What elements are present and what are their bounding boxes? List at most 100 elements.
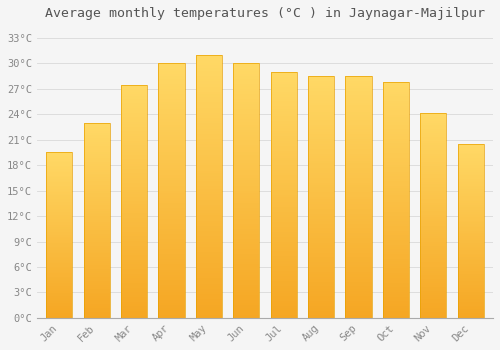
- Bar: [46, 270, 72, 272]
- Bar: [196, 100, 222, 102]
- Bar: [270, 153, 296, 155]
- Bar: [196, 89, 222, 92]
- Bar: [46, 240, 72, 242]
- Bar: [458, 234, 483, 236]
- Bar: [308, 192, 334, 195]
- Bar: [121, 180, 147, 183]
- Bar: [196, 158, 222, 160]
- Bar: [420, 141, 446, 144]
- Bar: [382, 243, 409, 245]
- Bar: [233, 221, 260, 224]
- Bar: [346, 125, 372, 127]
- Bar: [196, 262, 222, 265]
- Bar: [121, 290, 147, 292]
- Bar: [458, 177, 483, 179]
- Bar: [233, 142, 260, 145]
- Bar: [196, 74, 222, 76]
- Bar: [382, 252, 409, 254]
- Bar: [308, 100, 334, 103]
- Bar: [458, 214, 483, 215]
- Bar: [420, 254, 446, 256]
- Bar: [382, 127, 409, 129]
- Bar: [196, 176, 222, 178]
- Bar: [233, 247, 260, 249]
- Bar: [458, 206, 483, 208]
- Bar: [158, 211, 184, 213]
- Bar: [196, 300, 222, 302]
- Bar: [458, 313, 483, 314]
- Bar: [420, 267, 446, 268]
- Bar: [308, 253, 334, 255]
- Bar: [121, 248, 147, 250]
- Bar: [196, 152, 222, 155]
- Bar: [458, 311, 483, 313]
- Bar: [270, 284, 296, 286]
- Bar: [420, 133, 446, 135]
- Bar: [346, 182, 372, 185]
- Bar: [158, 69, 184, 71]
- Bar: [158, 155, 184, 158]
- Bar: [121, 292, 147, 295]
- Bar: [158, 112, 184, 114]
- Bar: [308, 262, 334, 265]
- Bar: [84, 316, 110, 318]
- Bar: [308, 81, 334, 83]
- Bar: [233, 209, 260, 211]
- Bar: [458, 144, 483, 318]
- Bar: [121, 316, 147, 318]
- Bar: [458, 253, 483, 255]
- Bar: [121, 131, 147, 134]
- Bar: [270, 215, 296, 217]
- Bar: [458, 236, 483, 238]
- Bar: [84, 289, 110, 290]
- Bar: [233, 165, 260, 168]
- Bar: [382, 195, 409, 198]
- Bar: [270, 315, 296, 318]
- Bar: [46, 248, 72, 250]
- Bar: [84, 209, 110, 211]
- Bar: [158, 282, 184, 285]
- Bar: [84, 218, 110, 220]
- Bar: [458, 262, 483, 264]
- Bar: [84, 140, 110, 142]
- Bar: [84, 136, 110, 138]
- Bar: [233, 308, 260, 310]
- Bar: [158, 201, 184, 203]
- Bar: [420, 164, 446, 166]
- Bar: [270, 168, 296, 170]
- Bar: [458, 285, 483, 287]
- Bar: [46, 310, 72, 311]
- Bar: [121, 304, 147, 306]
- Bar: [233, 74, 260, 76]
- Bar: [420, 213, 446, 215]
- Bar: [196, 297, 222, 300]
- Bar: [458, 144, 483, 146]
- Bar: [420, 135, 446, 137]
- Bar: [346, 187, 372, 190]
- Bar: [121, 222, 147, 225]
- Bar: [233, 239, 260, 241]
- Bar: [233, 109, 260, 112]
- Bar: [84, 234, 110, 236]
- Bar: [233, 173, 260, 175]
- Bar: [308, 120, 334, 122]
- Bar: [420, 144, 446, 146]
- Bar: [382, 285, 409, 287]
- Bar: [158, 257, 184, 259]
- Bar: [121, 92, 147, 94]
- Bar: [233, 203, 260, 206]
- Bar: [46, 172, 72, 174]
- Bar: [233, 206, 260, 209]
- Bar: [196, 94, 222, 97]
- Bar: [158, 203, 184, 206]
- Bar: [233, 241, 260, 244]
- Bar: [420, 310, 446, 312]
- Bar: [233, 186, 260, 188]
- Bar: [308, 146, 334, 149]
- Bar: [46, 313, 72, 315]
- Bar: [308, 240, 334, 243]
- Bar: [270, 205, 296, 207]
- Bar: [346, 299, 372, 301]
- Bar: [46, 252, 72, 253]
- Bar: [270, 87, 296, 89]
